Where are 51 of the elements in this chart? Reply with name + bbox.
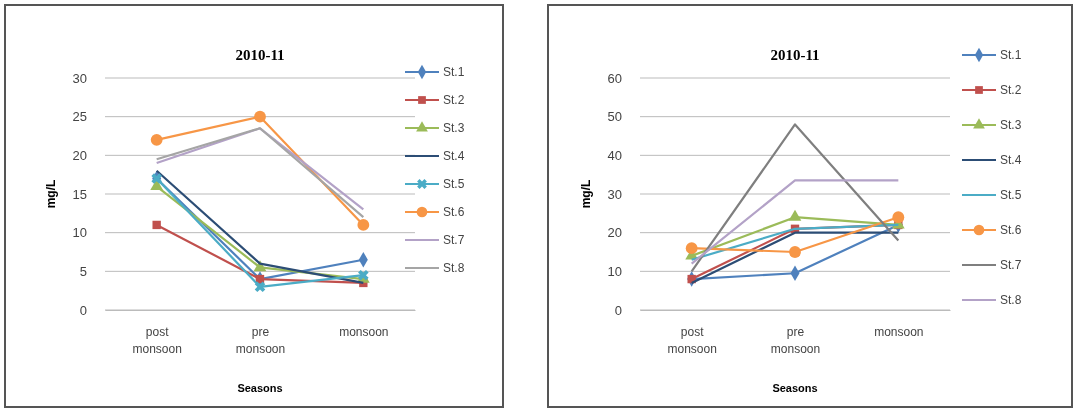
point [254,110,266,123]
legend-label: St.2 [1000,83,1022,97]
x-tick-label: monsoon [874,325,924,339]
y-tick-label: 0 [79,302,87,318]
legend-label: St.2 [443,93,465,107]
y-tick-label: 30 [72,70,87,86]
legend-label: St.8 [1000,293,1022,307]
x-tick-label: pre monsoon [770,325,821,356]
y-tick-label: 5 [79,263,87,279]
legend-label: St.5 [1000,188,1022,202]
x-axis-title: Seasons [237,382,283,394]
chart-title: 2010-11 [235,47,285,63]
y-tick-label: 50 [607,109,622,125]
point [788,209,802,221]
legend-label: St.7 [443,233,465,247]
chart-title: 2010-11 [770,47,820,63]
legend-label: St.4 [1000,153,1022,167]
y-tick-label: 40 [607,147,622,163]
y-tick-label: 25 [72,109,87,125]
point [685,242,698,255]
legend-label: St.3 [1000,118,1022,132]
y-tick-label: 60 [607,70,622,86]
y-tick-label: 10 [607,263,622,279]
x-axis-title: Seasons [772,382,818,394]
point [152,220,161,230]
point [892,211,905,224]
legend-label: St.4 [443,149,465,163]
x-tick-label: monsoon [339,325,389,339]
y-tick-label: 20 [72,147,87,163]
y-tick-label: 10 [72,225,87,241]
legend-label: St.3 [443,121,465,135]
legend-label: St.5 [443,177,465,191]
legend-label: St.8 [443,261,465,275]
x-tick-label: pre monsoon [235,325,286,356]
y-axis-title: mg/L [579,179,593,209]
point [789,246,801,258]
y-tick-label: 20 [607,225,622,241]
legend-label: St.6 [443,205,465,219]
legend-label: St.1 [1000,48,1022,62]
point [150,133,163,146]
y-axis-title: mg/L [44,179,58,209]
point [254,281,266,293]
legend-label: St.1 [443,65,465,79]
y-tick-label: 15 [72,186,87,202]
x-tick-label: post monsoon [667,325,717,356]
y-tick-label: 30 [607,186,622,202]
legend-label: St.7 [1000,258,1022,272]
legend-label: St.6 [1000,223,1022,237]
x-tick-label: post monsoon [132,325,182,356]
point [357,219,370,231]
y-tick-label: 0 [614,302,622,318]
